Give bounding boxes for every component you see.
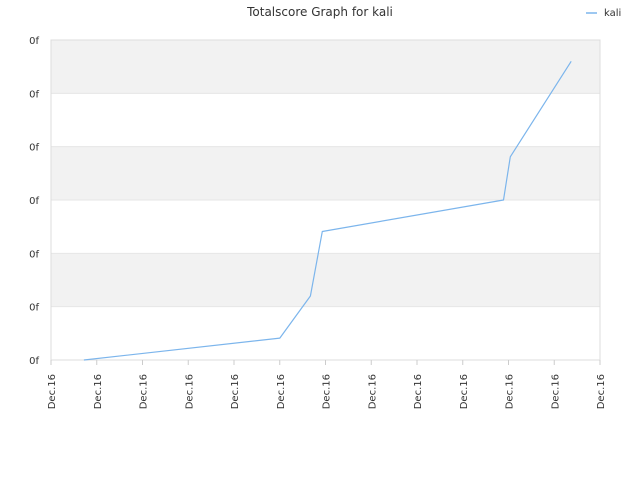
plot-band <box>51 200 600 254</box>
plot-band <box>51 146 600 200</box>
x-tick-label: Dec.16 <box>139 374 150 409</box>
y-tick-label: 0f <box>29 249 39 260</box>
y-tick-label: 0f <box>29 303 39 314</box>
x-tick-label: Dec.16 <box>505 374 516 409</box>
plot-band <box>51 93 600 147</box>
x-tick-label: Dec.16 <box>230 374 241 409</box>
legend[interactable]: kali <box>586 8 621 19</box>
plot-bands <box>51 40 600 360</box>
y-tick-label: 0f <box>29 36 39 47</box>
y-tick-label: 0f <box>29 356 39 367</box>
y-tick-label: 0f <box>29 89 39 100</box>
x-tick-label: Dec.16 <box>596 374 607 409</box>
plot-band <box>51 306 600 360</box>
series-line-kali <box>83 60 572 361</box>
chart-title: Totalscore Graph for kali <box>246 5 393 19</box>
legend-label-kali: kali <box>604 8 621 19</box>
x-tick-label: Dec.16 <box>459 374 470 409</box>
x-tick-label: Dec.16 <box>93 374 104 409</box>
x-tick-label: Dec.16 <box>276 374 287 409</box>
x-tick-label: Dec.16 <box>367 374 378 409</box>
x-axis-ticks: Dec.16 Dec.16 Dec.16 Dec.16 Dec.16 Dec.16 Dec.… <box>47 360 607 409</box>
plot-band <box>51 253 600 307</box>
x-tick-label: Dec.16 <box>184 374 195 409</box>
x-tick-label: Dec.16 <box>322 374 333 409</box>
y-axis-ticks: 0f 0f 0f 0f 0f 0f 0f <box>29 36 39 367</box>
y-tick-label: 0f <box>29 196 39 207</box>
series-layer <box>83 60 572 361</box>
x-tick-label: Dec.16 <box>413 374 424 409</box>
x-tick-label: Dec.16 <box>47 374 58 409</box>
x-tick-label: Dec.16 <box>550 374 561 409</box>
plot-band <box>51 40 600 94</box>
y-tick-label: 0f <box>29 143 39 154</box>
